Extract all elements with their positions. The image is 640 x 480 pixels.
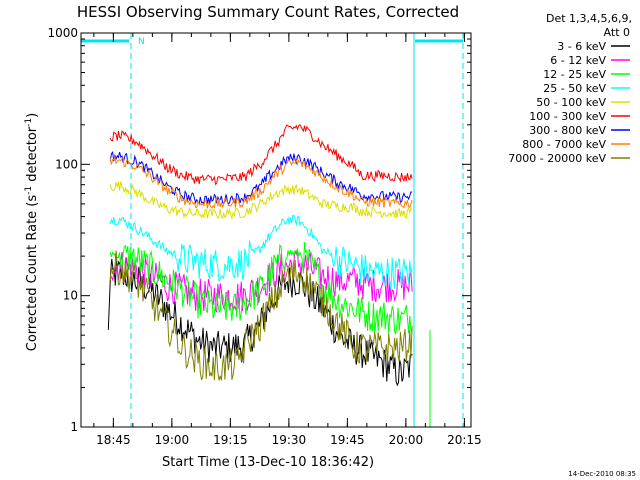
legend-entry-label: 800 - 7000 keV xyxy=(522,138,606,151)
flag-label: N xyxy=(138,37,145,47)
x-tick-label: 19:15 xyxy=(213,433,248,447)
series-line xyxy=(109,155,413,209)
legend-entry-label: 25 - 50 keV xyxy=(543,82,606,95)
x-tick-label: 19:45 xyxy=(330,433,365,447)
legend-entry-label: 100 - 300 keV xyxy=(529,110,606,123)
y-axis: 1 10 100 1000 xyxy=(47,26,471,434)
series-line xyxy=(109,250,413,381)
series-line xyxy=(109,249,413,314)
x-axis: 18:45 19:00 19:15 19:30 19:45 20:00 20:15 xyxy=(93,33,482,447)
series-line xyxy=(109,123,413,186)
x-tick-label: 20:15 xyxy=(447,433,482,447)
series-line xyxy=(107,258,413,387)
legend-header-line2: Att 0 xyxy=(604,26,630,39)
series-line xyxy=(109,181,413,221)
legend-entry-label: 50 - 100 keV xyxy=(536,96,606,109)
x-axis-label: Start Time (13-Dec-10 18:36:42) xyxy=(162,455,374,470)
legend-entry-label: 7000 - 20000 keV xyxy=(508,152,606,165)
y-axis-label-suffix: ) xyxy=(25,113,40,118)
legend-header-line1: Det 1,3,4,5,6,9, xyxy=(546,12,632,25)
x-tick-label: 19:00 xyxy=(155,433,190,447)
y-tick-label: 1 xyxy=(70,420,78,434)
y-tick-label: 1000 xyxy=(47,26,78,40)
x-tick-label: 18:45 xyxy=(96,433,131,447)
legend-entry-label: 3 - 6 keV xyxy=(557,40,606,53)
series-line xyxy=(109,214,413,290)
legend-entry-label: 6 - 12 keV xyxy=(550,54,606,67)
y-axis-label-prefix: Corrected Count Rate (s xyxy=(25,195,40,352)
observing-flags: N xyxy=(80,33,464,427)
y-tick-label: 100 xyxy=(55,157,78,171)
legend-entry-label: 12 - 25 keV xyxy=(543,68,606,81)
x-tick-label: 20:00 xyxy=(389,433,424,447)
series-line xyxy=(109,150,413,206)
legend-entry-label: 300 - 800 keV xyxy=(529,124,606,137)
series-group xyxy=(107,123,413,387)
timestamp: 14-Dec-2010 08:35 xyxy=(568,470,636,478)
y-axis-label-sup2: -1 xyxy=(24,118,34,127)
y-axis-label-sup1: -1 xyxy=(24,186,34,195)
y-axis-label: Corrected Count Rate (s-1 detector-1) xyxy=(24,113,40,351)
chart-title: HESSI Observing Summary Count Rates, Cor… xyxy=(77,3,459,21)
series-line xyxy=(109,242,413,335)
x-tick-label: 19:30 xyxy=(272,433,307,447)
y-tick-label: 10 xyxy=(63,289,78,303)
plot-frame xyxy=(80,32,472,428)
y-axis-label-mid: detector xyxy=(25,126,40,186)
